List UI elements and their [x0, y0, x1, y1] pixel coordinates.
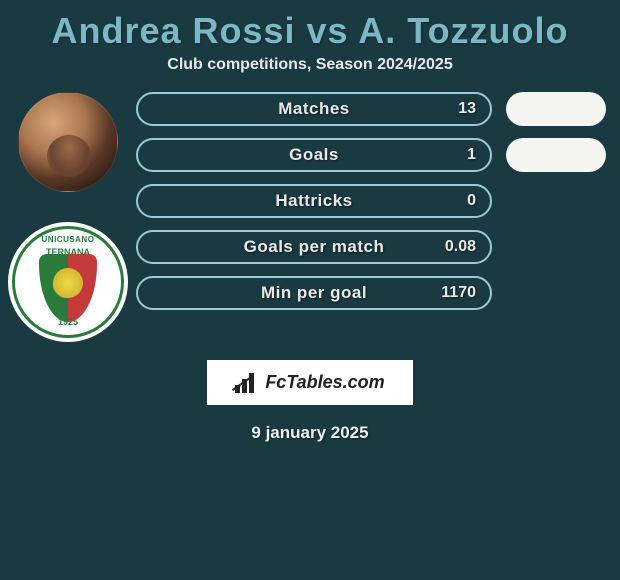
stats-column: Matches 13 Goals 1 Hattricks 0 Goals per…: [128, 92, 500, 310]
right-column: [500, 92, 612, 172]
brand-box: FcTables.com: [207, 360, 412, 405]
stat-bar-min-per-goal: Min per goal 1170: [136, 276, 492, 310]
stat-label: Hattricks: [275, 191, 352, 211]
stat-bar-goals-per-match: Goals per match 0.08: [136, 230, 492, 264]
date-label: 9 january 2025: [251, 423, 368, 443]
page-title: Andrea Rossi vs A. Tozzuolo: [0, 0, 620, 56]
club-badge-inner: UNICUSANO TERNANA 1925: [12, 226, 124, 338]
club-badge-toptext: UNICUSANO: [15, 235, 121, 244]
club-badge: UNICUSANO TERNANA 1925: [8, 222, 128, 342]
stat-bar-matches: Matches 13: [136, 92, 492, 126]
comparison-card: Andrea Rossi vs A. Tozzuolo Club competi…: [0, 0, 620, 443]
stat-value: 0: [467, 192, 476, 210]
content-row: UNICUSANO TERNANA 1925 Matches 13 Goals: [0, 88, 620, 342]
brand-label: FcTables.com: [265, 372, 384, 393]
left-column: UNICUSANO TERNANA 1925: [8, 92, 128, 342]
footer: FcTables.com 9 january 2025: [0, 360, 620, 443]
stat-label: Matches: [278, 99, 350, 119]
opponent-pill-goals: [506, 138, 606, 172]
club-badge-shield: [39, 254, 97, 322]
chart-icon: [235, 373, 259, 393]
stat-label: Min per goal: [261, 283, 367, 303]
stat-value: 1170: [441, 284, 476, 302]
stat-bar-hattricks: Hattricks 0: [136, 184, 492, 218]
stat-value: 0.08: [445, 238, 476, 256]
opponent-pill-matches: [506, 92, 606, 126]
stat-label: Goals per match: [244, 237, 385, 257]
stat-label: Goals: [289, 145, 339, 165]
club-badge-year: 1925: [15, 317, 121, 327]
season-subtitle: Club competitions, Season 2024/2025: [0, 56, 620, 88]
stat-bar-goals: Goals 1: [136, 138, 492, 172]
stat-value: 13: [458, 100, 476, 118]
player-avatar: [18, 92, 118, 192]
stat-value: 1: [467, 146, 476, 164]
